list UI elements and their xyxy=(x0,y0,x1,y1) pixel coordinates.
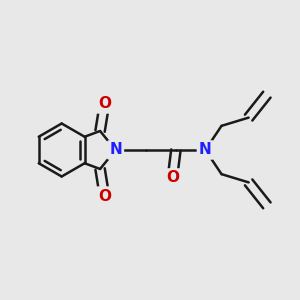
Text: N: N xyxy=(199,142,212,158)
Text: N: N xyxy=(109,142,122,158)
Text: O: O xyxy=(98,96,111,111)
Text: O: O xyxy=(98,189,111,204)
Text: O: O xyxy=(166,170,179,185)
